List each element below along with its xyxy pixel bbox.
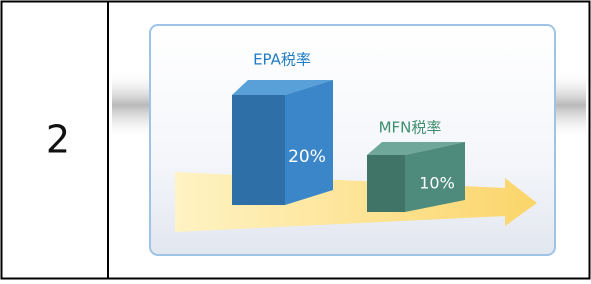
bar-left-face: [232, 95, 285, 205]
bar-left-face: [367, 155, 405, 212]
bar-value-label: 10%: [419, 174, 455, 193]
table-row: 2 EPA税率 20% MFN税率 10%: [0, 0, 591, 280]
bar-value-label: 20%: [288, 147, 326, 167]
row-number: 2: [46, 118, 70, 162]
bar-right-face: [285, 80, 333, 205]
bar-label: EPA税率: [253, 51, 311, 69]
page: 2 EPA税率 20% MFN税率 10% (() => { const dat…: [0, 0, 591, 280]
bar-label: MFN税率: [379, 119, 442, 137]
